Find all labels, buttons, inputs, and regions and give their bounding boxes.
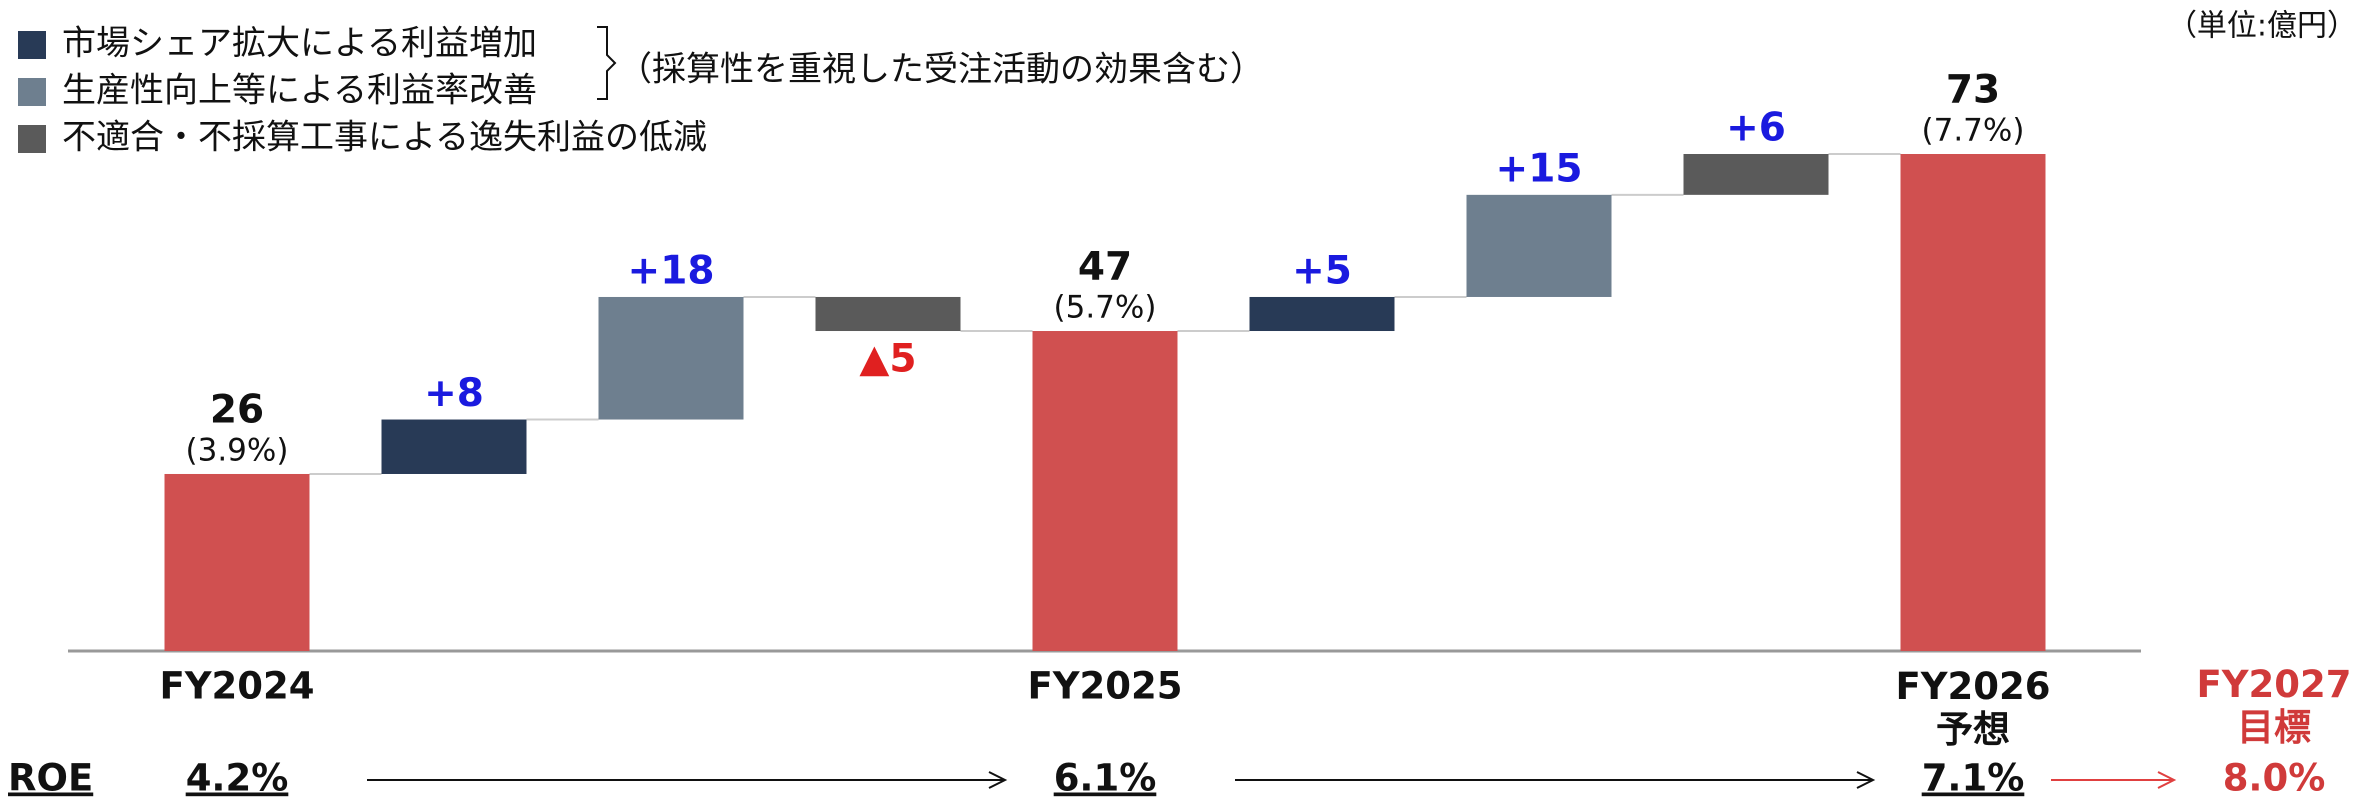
arrow-head [1856,771,1876,789]
arrow-head [988,771,1008,789]
bar [598,296,744,420]
roe-target: 8.0% [2223,757,2326,797]
bar [1466,194,1612,297]
roe-title: ROE [8,757,93,797]
bar [381,419,527,474]
legend-swatch [18,78,46,106]
value-label: +18 [628,248,715,293]
legend-label: 市場シェア拡大による利益増加 [62,24,537,64]
value-label: 73 [1946,68,2000,113]
ratio-label: (7.7%) [1922,113,2025,149]
ratio-label: (3.9%) [186,432,289,468]
value-label: ▲5 [859,337,916,382]
arrow-head [2157,771,2177,789]
bracket [597,26,617,100]
value-label: 26 [210,387,264,432]
unit: （単位:億円） [2167,9,2357,44]
bar [164,473,310,651]
roe-value: 4.2% [186,757,289,797]
legend-note: （採算性を重視した受注活動の効果含む） [618,50,1264,90]
value-label: 47 [1078,245,1132,290]
x-tick-label: FY2024 [159,665,314,708]
x-tick-label: FY2026 予想 [1895,665,2050,751]
ratio-label: (5.7%) [1054,290,1157,326]
value-label: +15 [1496,146,1583,191]
roe-value: 6.1% [1054,757,1157,797]
value-label: +8 [424,371,484,416]
roe-value: 7.1% [1922,757,2025,797]
bar [1900,154,2046,651]
bar [815,296,961,332]
legend-label: 不適合・不採算工事による逸失利益の低減 [62,118,707,158]
bar [1032,331,1178,651]
value-label: +6 [1726,106,1786,151]
legend-label: 生産性向上等による利益率改善 [62,71,537,111]
bar [1249,296,1395,332]
target-label: FY2027 目標 [2196,663,2351,749]
bar [1683,154,1829,195]
x-tick-label: FY2025 [1027,665,1182,708]
legend-swatch [18,31,46,59]
value-label: +5 [1292,248,1352,293]
legend-swatch [18,125,46,153]
